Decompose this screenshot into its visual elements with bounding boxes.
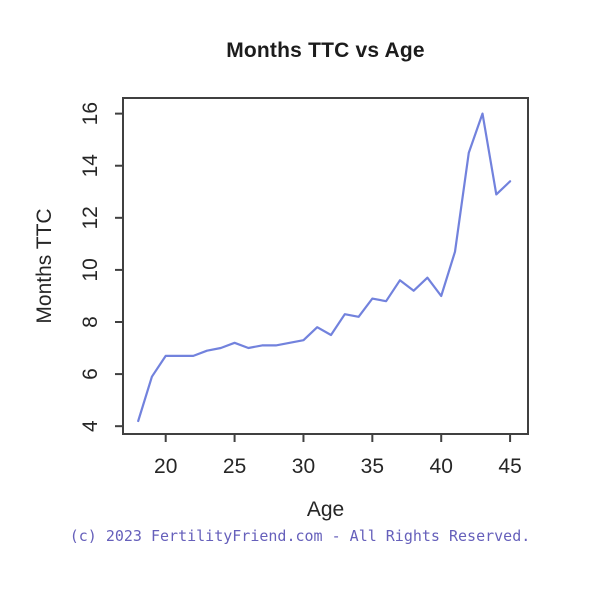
copyright-footer: (c) 2023 FertilityFriend.com - All Right…: [69, 527, 531, 545]
y-tick-label: 10: [79, 258, 102, 281]
y-axis-title: Months TTC: [33, 208, 56, 324]
x-tick-label: 45: [498, 455, 521, 478]
y-tick-label: 14: [79, 154, 102, 178]
y-tick-label: 16: [79, 102, 102, 125]
plot-border: [122, 97, 529, 435]
x-tick-label: 20: [154, 455, 177, 478]
y-tick-label: 8: [79, 316, 102, 328]
x-tick-label: 25: [223, 455, 246, 478]
x-tick-label: 30: [292, 455, 315, 478]
ttc-vs-age-line: [137, 112, 512, 423]
chart-title: Months TTC vs Age: [226, 39, 425, 62]
x-tick-label: 40: [430, 455, 453, 478]
y-tick-label: 12: [79, 206, 102, 229]
y-tick-label: 4: [79, 420, 102, 432]
y-tick-label: 6: [79, 368, 102, 380]
x-axis-title: Age: [306, 498, 345, 521]
x-tick-label: 35: [361, 455, 384, 478]
